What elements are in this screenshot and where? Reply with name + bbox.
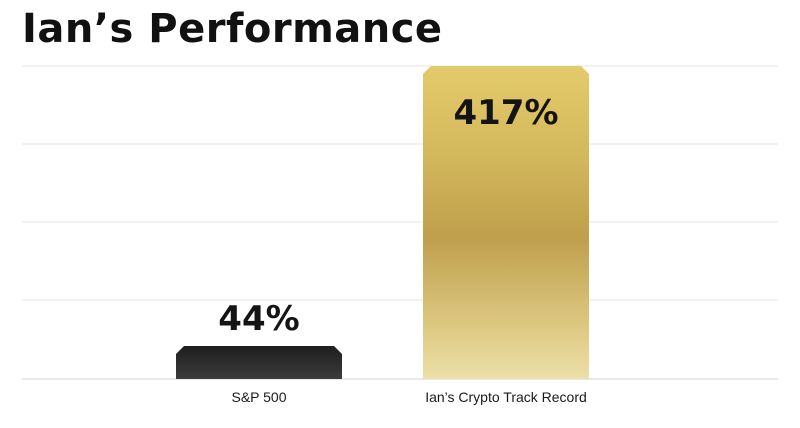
category-label: Ian’s Crypto Track Record	[425, 389, 587, 405]
bar-0	[176, 345, 342, 379]
gridlines	[22, 65, 778, 380]
category-label: S&P 500	[231, 389, 286, 405]
chart-title: Ian’s Performance	[22, 6, 443, 52]
bar-1	[423, 66, 589, 379]
bar-value-label: 44%	[218, 299, 299, 339]
bar-value-label: 417%	[453, 93, 558, 133]
